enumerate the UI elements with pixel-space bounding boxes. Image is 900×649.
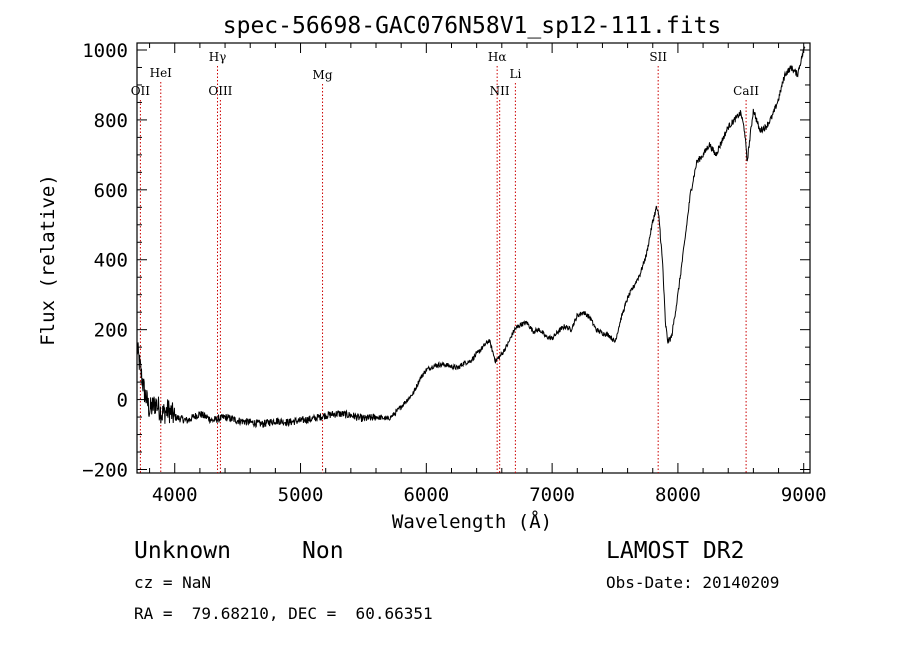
y-tick-label: 200 (94, 320, 128, 342)
x-tick-label: 5000 (278, 484, 324, 506)
spectral-line-label: Hα (488, 50, 507, 64)
plot-frame (136, 42, 811, 474)
x-axis-label: Wavelength (Å) (392, 510, 552, 533)
spectral-line-label: OII (131, 84, 151, 98)
object-class: Unknown (134, 538, 231, 564)
spectral-line-markers: OII HeI Hγ OIII Mg Hα NII Li SII CaII (131, 50, 759, 473)
y-tick-label: 800 (94, 110, 128, 132)
x-tick-label: 9000 (781, 484, 827, 506)
survey-name: LAMOST DR2 (606, 538, 745, 564)
y-tick-label: 600 (94, 180, 128, 202)
chart-title: spec-56698-GAC076N58V1_sp12-111.fits (223, 13, 722, 39)
spectrum-line (136, 46, 806, 429)
spectral-line-label: HeI (150, 66, 173, 80)
spectral-line-label: OIII (208, 84, 232, 98)
object-subclass: Non (302, 538, 344, 564)
x-tick-label: 8000 (655, 484, 701, 506)
y-tick-label: 400 (94, 250, 128, 272)
observation-date: Obs-Date: 20140209 (606, 573, 780, 592)
y-tick-label: −200 (82, 460, 128, 482)
spectral-line-label: SII (649, 50, 667, 64)
x-tick-label: 4000 (152, 484, 198, 506)
spectral-line-label: NII (490, 84, 510, 98)
redshift-cz: cz = NaN (134, 573, 212, 592)
y-axis-label: Flux (relative) (37, 174, 59, 346)
spectral-line-label: Li (509, 67, 521, 81)
x-tick-label: 7000 (529, 484, 575, 506)
y-tick-label: 1000 (82, 40, 128, 62)
x-axis-ticks: 4000 5000 6000 7000 8000 9000 (149, 43, 827, 506)
spectral-line-label: Mg (313, 68, 333, 82)
y-axis-ticks: −200 0 200 400 600 800 1000 (82, 40, 810, 482)
coordinates: RA = 79.68210, DEC = 60.66351 (134, 604, 433, 623)
spectral-line-label: Hγ (209, 50, 227, 64)
y-tick-label: 0 (117, 390, 128, 412)
spectral-line-label: CaII (733, 84, 759, 98)
x-tick-label: 6000 (403, 484, 449, 506)
